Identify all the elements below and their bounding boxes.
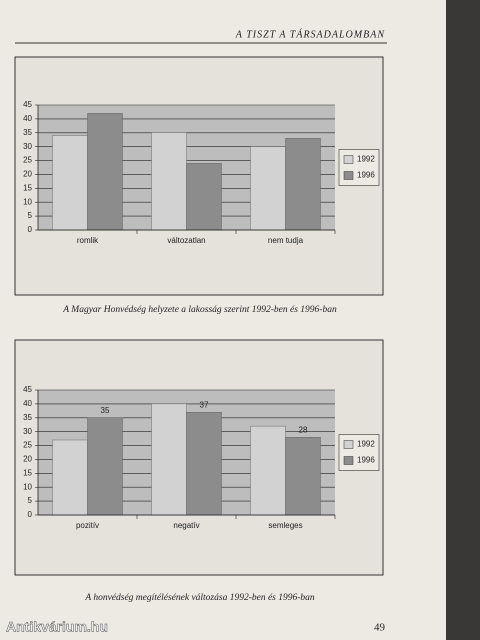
bar — [52, 135, 88, 231]
bar — [87, 113, 123, 231]
bar — [52, 439, 88, 516]
x-tick-label: nem tudja — [268, 236, 304, 245]
bar — [250, 146, 286, 231]
bar — [87, 417, 123, 516]
y-tick-label: 45 — [23, 385, 32, 394]
spine — [446, 0, 480, 640]
y-tick-label: 35 — [23, 413, 32, 422]
y-tick-label: 30 — [23, 427, 32, 436]
legend-swatch — [343, 456, 354, 465]
legend-swatch — [343, 171, 354, 180]
bar — [186, 163, 222, 231]
bar — [151, 403, 187, 516]
y-tick-label: 5 — [28, 211, 33, 220]
y-tick-label: 5 — [28, 496, 33, 505]
y-tick-label: 25 — [23, 441, 32, 450]
y-tick-label: 15 — [23, 183, 32, 192]
x-tick-label: változatlan — [167, 236, 205, 245]
x-tick-label: romlik — [77, 236, 99, 245]
y-tick-label: 10 — [23, 197, 32, 206]
legend-label: 1992 — [357, 155, 375, 164]
x-tick-label: negatív — [173, 521, 199, 530]
legend-label: 1996 — [357, 171, 375, 180]
caption: A honvédség megítélésének változása 1992… — [84, 593, 315, 603]
x-tick-label: pozitív — [76, 521, 99, 530]
bar — [186, 412, 222, 516]
y-tick-label: 40 — [23, 114, 32, 123]
legend-swatch — [343, 155, 354, 164]
legend-label: 1992 — [357, 440, 375, 449]
y-tick-label: 30 — [23, 142, 32, 151]
data-label: 35 — [101, 406, 110, 415]
bar — [250, 425, 286, 516]
y-tick-label: 20 — [23, 455, 32, 464]
y-tick-label: 40 — [23, 399, 32, 408]
x-tick-label: semleges — [268, 521, 302, 530]
y-tick-label: 45 — [23, 100, 32, 109]
y-tick-label: 35 — [23, 128, 32, 137]
running-header: A TISZT A TÁRSADALOMBAN — [235, 28, 386, 40]
bar — [151, 132, 187, 231]
y-tick-label: 20 — [23, 170, 32, 179]
y-tick-label: 0 — [28, 225, 33, 234]
data-label: 28 — [299, 425, 308, 434]
y-tick-label: 15 — [23, 468, 32, 477]
bar — [285, 437, 321, 516]
caption: A Magyar Honvédség helyzete a lakosság s… — [62, 305, 337, 315]
page-number: 49 — [374, 622, 386, 634]
legend-label: 1996 — [357, 456, 375, 465]
y-tick-label: 10 — [23, 482, 32, 491]
y-tick-label: 25 — [23, 156, 32, 165]
bar — [285, 138, 321, 231]
legend-swatch — [343, 440, 354, 449]
watermark: Antikvárium.hu — [6, 619, 108, 635]
y-tick-label: 0 — [28, 510, 33, 519]
data-label: 37 — [200, 400, 209, 409]
